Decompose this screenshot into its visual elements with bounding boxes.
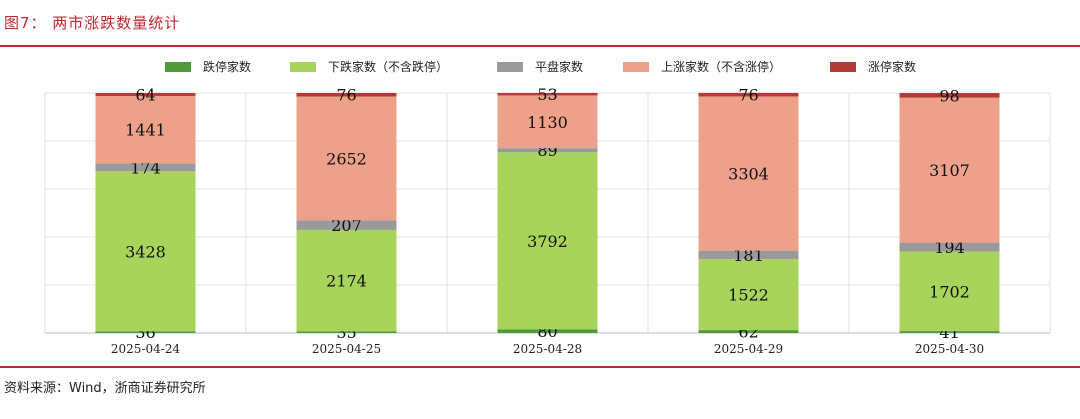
legend-item: 平盘家数 bbox=[497, 58, 583, 75]
bar-segment bbox=[698, 96, 799, 251]
figure-title: 图7： 两市涨跌数量统计 bbox=[4, 14, 181, 32]
legend-swatch bbox=[290, 61, 316, 72]
bar-segment bbox=[497, 329, 598, 333]
bar-segment bbox=[899, 93, 1000, 98]
bar-segment bbox=[296, 220, 397, 230]
bar-segment bbox=[296, 331, 397, 333]
data-label: 76 bbox=[336, 86, 356, 105]
legend-label: 涨停家数 bbox=[868, 60, 917, 74]
data-label: 53 bbox=[537, 85, 557, 104]
chart-legend: 跌停家数 下跌家数（不含跌停） 平盘家数 上涨家数（不含涨停） 涨停家数 bbox=[0, 58, 1080, 78]
bar-segment bbox=[95, 163, 196, 172]
bar-segment bbox=[698, 92, 799, 97]
bar-segment bbox=[95, 331, 196, 333]
data-label: 1522 bbox=[728, 286, 769, 305]
data-label: 3304 bbox=[728, 165, 769, 184]
bar-segment bbox=[899, 242, 1000, 252]
data-label: 194 bbox=[934, 238, 965, 257]
bar-segment bbox=[95, 171, 196, 332]
legend-swatch bbox=[623, 61, 649, 72]
legend-item: 上涨家数（不含涨停） bbox=[623, 58, 781, 75]
data-label: 3792 bbox=[527, 232, 568, 251]
data-label: 1441 bbox=[125, 121, 166, 140]
legend-item: 跌停家数 bbox=[165, 58, 251, 75]
bar-segment bbox=[296, 229, 397, 332]
legend-label: 跌停家数 bbox=[203, 60, 252, 74]
bar-segment bbox=[698, 259, 799, 331]
bar-segment bbox=[497, 92, 598, 96]
bar-segment bbox=[95, 95, 196, 164]
x-tick-label: 2025-04-30 bbox=[915, 342, 984, 356]
data-label: 2174 bbox=[326, 272, 367, 291]
bar-segment bbox=[698, 250, 799, 260]
bar-segment bbox=[497, 152, 598, 330]
bar-segment bbox=[296, 96, 397, 221]
legend-swatch bbox=[830, 61, 856, 72]
bar-segment bbox=[698, 330, 799, 333]
data-label: 2652 bbox=[326, 149, 367, 168]
bar-segment bbox=[497, 95, 598, 149]
data-label: 64 bbox=[135, 85, 155, 104]
x-tick-label: 2025-04-29 bbox=[714, 342, 783, 356]
bar-segment bbox=[497, 148, 598, 153]
data-label: 3107 bbox=[929, 161, 970, 180]
bar-segment bbox=[899, 97, 1000, 243]
legend-label: 上涨家数（不含涨停） bbox=[661, 60, 782, 74]
data-label: 76 bbox=[738, 86, 758, 105]
legend-label: 平盘家数 bbox=[535, 60, 584, 74]
title-bar: 图7： 两市涨跌数量统计 bbox=[0, 0, 1080, 47]
data-label: 1130 bbox=[527, 113, 568, 132]
bar-segment bbox=[899, 331, 1000, 333]
legend-label: 下跌家数（不含跌停） bbox=[328, 60, 449, 74]
data-label: 98 bbox=[939, 86, 959, 105]
x-tick-label: 2025-04-28 bbox=[513, 342, 582, 356]
bar-segment bbox=[899, 251, 1000, 332]
source-note: 资料来源：Wind，浙商证券研究所 bbox=[4, 381, 206, 396]
data-label: 207 bbox=[331, 216, 362, 235]
legend-item: 涨停家数 bbox=[830, 58, 916, 75]
bar-segment bbox=[95, 93, 196, 96]
bottom-rule bbox=[0, 366, 1080, 368]
legend-swatch bbox=[165, 61, 191, 72]
bar-segment bbox=[296, 92, 397, 97]
x-tick-label: 2025-04-25 bbox=[312, 342, 381, 356]
legend-item: 下跌家数（不含跌停） bbox=[290, 58, 448, 75]
x-tick-label: 2025-04-24 bbox=[111, 342, 181, 356]
title-rule bbox=[0, 45, 1080, 47]
legend-swatch bbox=[497, 61, 523, 72]
stacked-bar-chart: 3634281741441642025-04-24352174207265276… bbox=[44, 85, 1051, 356]
data-label: 3428 bbox=[125, 242, 166, 261]
data-label: 1702 bbox=[929, 282, 970, 301]
